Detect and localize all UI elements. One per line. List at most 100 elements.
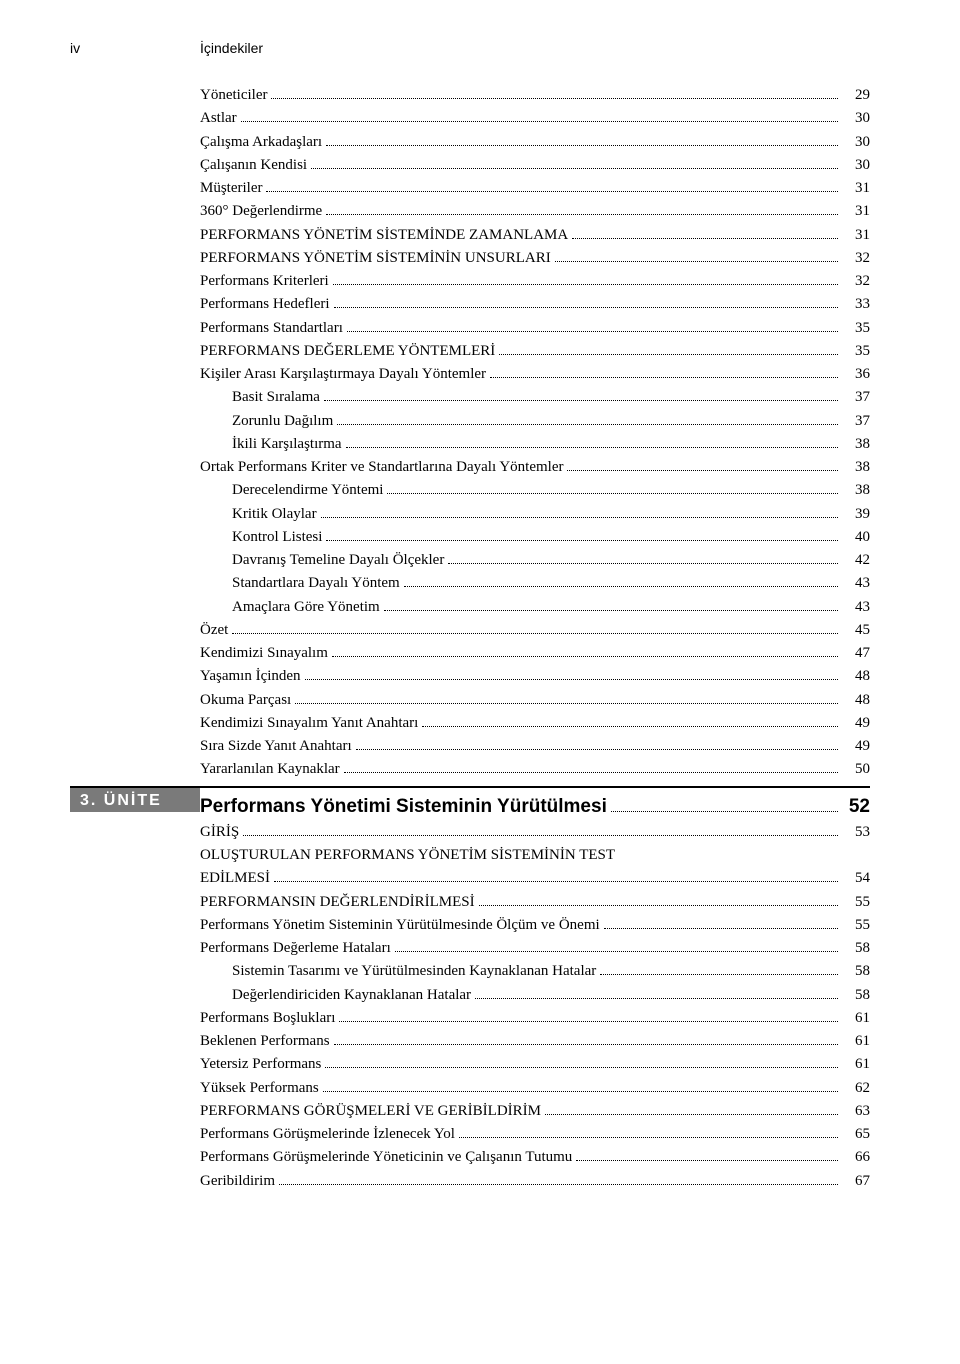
toc-entry: PERFORMANS DEĞERLEME YÖNTEMLERİ35 [200,340,870,363]
toc-page: 58 [842,960,870,983]
toc-entry: 360° Değerlendirme31 [200,200,870,223]
toc-label: Performans Boşlukları [200,1007,335,1030]
toc-label: Astlar [200,107,237,130]
toc-label: Zorunlu Dağılım [232,410,333,433]
toc-page: 54 [842,867,870,890]
toc-entry: Ortak Performans Kriter ve Standartların… [200,456,870,479]
toc-label: Kişiler Arası Karşılaştırmaya Dayalı Yön… [200,363,486,386]
leader-dots [334,307,838,308]
leader-dots [325,1067,838,1068]
toc-page: 66 [842,1146,870,1169]
toc-page: 49 [842,712,870,735]
toc-page: 42 [842,549,870,572]
unit-row: 3. ÜNİTE Performans Yönetimi Sisteminin … [70,786,870,1193]
toc-label: Müşteriler [200,177,262,200]
toc-entry: Performans Hedefleri 33 [200,293,870,316]
toc-label: İkili Karşılaştırma [232,433,342,456]
toc-label: Özet [200,619,228,642]
section-title: Performans Yönetimi Sisteminin Yürütülme… [200,792,607,821]
toc-page: 40 [842,526,870,549]
toc-page: 49 [842,735,870,758]
toc-page: 61 [842,1007,870,1030]
toc-entry: Kendimizi Sınayalım47 [200,642,870,665]
toc-page: 61 [842,1030,870,1053]
leader-dots [333,284,838,285]
leader-dots [555,261,838,262]
toc-label: Sıra Sizde Yanıt Anahtarı [200,735,352,758]
leader-dots [499,354,838,355]
toc-page: 33 [842,293,870,316]
toc-entry: Performans Değerleme Hataları58 [200,937,870,960]
toc-entry: Standartlara Dayalı Yöntem43 [200,572,870,595]
toc-label: Değerlendiriciden Kaynaklanan Hatalar [232,984,471,1007]
toc-entry: EDİLMESİ 54 [200,867,870,890]
unit-badge: 3. ÜNİTE [70,786,200,812]
toc-label: Performans Hedefleri [200,293,330,316]
toc-entry: Performans Kriterleri32 [200,270,870,293]
leader-dots [395,951,838,952]
toc-page: 38 [842,456,870,479]
leader-dots [243,835,838,836]
toc-label: Yaşamın İçinden [200,665,301,688]
toc-label: Kritik Olaylar [232,503,317,526]
toc-label: Ortak Performans Kriter ve Standartların… [200,456,563,479]
toc-page: 63 [842,1100,870,1123]
leader-dots [384,610,838,611]
toc-entry: Müşteriler31 [200,177,870,200]
toc-label: PERFORMANS DEĞERLEME YÖNTEMLERİ [200,340,495,363]
leader-dots [326,145,838,146]
toc-entry: PERFORMANS YÖNETİM SİSTEMİNİN UNSURLARI 3… [200,247,870,270]
toc-label: Amaçlara Göre Yönetim [232,596,380,619]
toc-entry: Astlar30 [200,107,870,130]
toc-page: 50 [842,758,870,781]
leader-dots [321,517,838,518]
toc-entry: Yöneticiler29 [200,84,870,107]
toc-page: 29 [842,84,870,107]
toc-label: EDİLMESİ [200,867,270,890]
toc-page: 39 [842,503,870,526]
toc-page: 43 [842,572,870,595]
toc-page: 45 [842,619,870,642]
toc-entry-continuation: OLUŞTURULAN PERFORMANS YÖNETİM SİSTEMİNİ… [200,844,870,867]
toc-page: 38 [842,479,870,502]
toc-page: 55 [842,891,870,914]
section-title-line: Performans Yönetimi Sisteminin Yürütülme… [200,792,870,821]
toc-label: Performans Değerleme Hataları [200,937,391,960]
toc-page: 38 [842,433,870,456]
toc-label: Performans Yönetim Sisteminin Yürütülmes… [200,914,600,937]
toc-page: 35 [842,317,870,340]
leader-dots [459,1137,838,1138]
unit-content: Performans Yönetimi Sisteminin Yürütülme… [200,786,870,1193]
leader-dots [346,447,838,448]
toc-entry: PERFORMANS GÖRÜŞMELERİ VE GERİBİLDİRİM63 [200,1100,870,1123]
leader-dots [404,586,838,587]
toc-page: 32 [842,247,870,270]
leader-dots [241,121,838,122]
leader-dots [279,1184,838,1185]
leader-dots [347,331,838,332]
toc-entry: Yetersiz Performans61 [200,1053,870,1076]
leader-dots [274,881,838,882]
toc-label: Davranış Temeline Dayalı Ölçekler [232,549,444,572]
leader-dots [332,656,838,657]
leader-dots [339,1021,838,1022]
toc-page: 31 [842,200,870,223]
toc-page: 48 [842,665,870,688]
toc-entry: PERFORMANS YÖNETİM SİSTEMİNDE ZAMANLAMA3… [200,224,870,247]
toc-entry: Sistemin Tasarımı ve Yürütülmesinden Kay… [200,960,870,983]
leader-dots [448,563,838,564]
toc-entry: İkili Karşılaştırma 38 [200,433,870,456]
toc-page: 53 [842,821,870,844]
toc-entry: Kontrol Listesi40 [200,526,870,549]
leader-dots [344,772,838,773]
toc-entry: Okuma Parçası48 [200,689,870,712]
toc-entry: Derecelendirme Yöntemi38 [200,479,870,502]
leader-dots [604,928,838,929]
leader-dots [422,726,838,727]
toc-entry: Çalışma Arkadaşları30 [200,131,870,154]
toc-label: PERFORMANS YÖNETİM SİSTEMİNİN UNSURLARI [200,247,551,270]
leader-dots [567,470,838,471]
toc-page: 32 [842,270,870,293]
toc-page: 61 [842,1053,870,1076]
toc-page: 30 [842,154,870,177]
